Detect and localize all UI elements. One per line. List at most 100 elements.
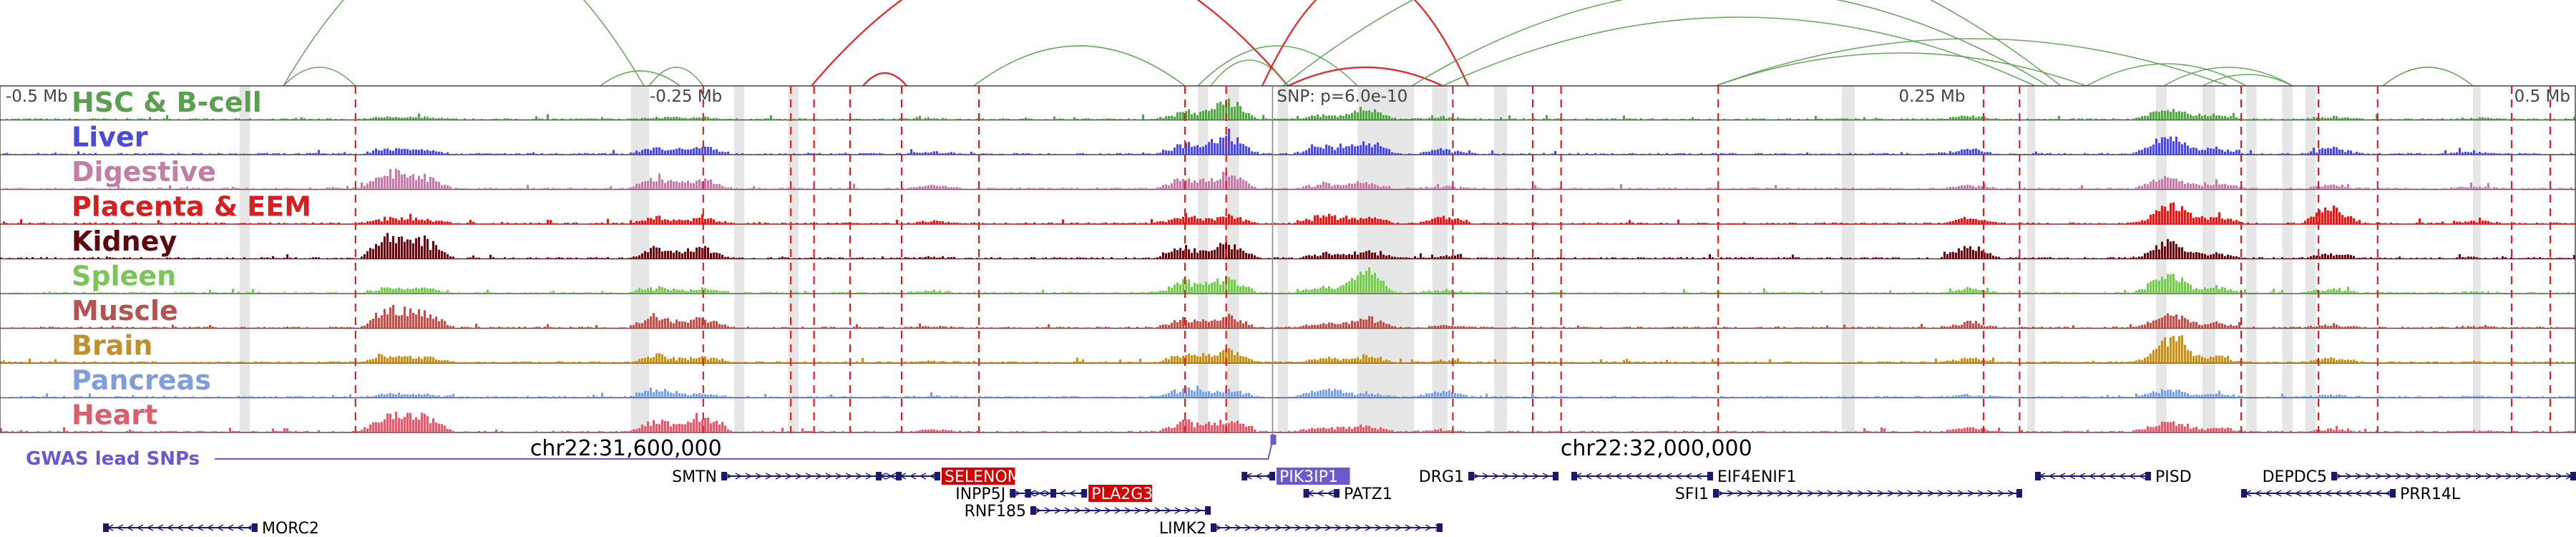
gene-strand-arrow xyxy=(2515,473,2523,480)
gene-exon xyxy=(1010,489,1016,498)
track-signal xyxy=(0,412,2576,432)
gene-exon xyxy=(1025,489,1031,498)
track-label: Liver xyxy=(72,122,148,153)
gene-strand-arrow xyxy=(2088,473,2096,480)
gene-strand-arrow xyxy=(889,473,897,480)
gene-strand-arrow xyxy=(1654,473,1662,480)
track-signal xyxy=(0,385,2576,398)
gene-strand-arrow xyxy=(1054,507,1062,514)
gene-strand-arrow xyxy=(2364,490,2372,497)
gene-exon xyxy=(1571,472,1577,480)
gene-strand-arrow xyxy=(1048,490,1056,497)
gene-strand-arrow xyxy=(1957,490,1965,497)
gene-highlight-box xyxy=(942,468,1015,485)
gene-strand-arrow xyxy=(2294,490,2302,497)
interaction-arc xyxy=(283,0,645,87)
gene-strand-arrow xyxy=(2345,473,2353,480)
gene-exon xyxy=(2390,489,2396,498)
gene-strand-arrow xyxy=(1837,490,1845,497)
gene-strand-arrow xyxy=(1624,473,1632,480)
interaction-arc xyxy=(2202,74,2293,87)
gene-exon xyxy=(252,523,258,532)
gene-strand-arrow xyxy=(1787,490,1795,497)
gene-strand-arrow xyxy=(1335,524,1342,531)
gene-strand-arrow xyxy=(1314,524,1322,531)
gwas-snp-marker xyxy=(1270,435,1277,445)
highlight-region xyxy=(788,86,799,433)
gene-strand-arrow xyxy=(725,473,733,480)
gene-exon xyxy=(1269,472,1275,480)
gene-exon xyxy=(876,472,882,480)
gene-label: INPP5J xyxy=(955,485,1005,503)
gene-strand-arrow xyxy=(1604,473,1612,480)
gene-strand-arrow xyxy=(1927,490,1935,497)
gene-strand-arrow xyxy=(1634,473,1642,480)
gene-strand-arrow xyxy=(1214,524,1222,531)
gene-strand-arrow xyxy=(1038,490,1046,497)
gene-label: PRR14L xyxy=(2400,485,2461,503)
gene-strand-arrow xyxy=(1013,490,1021,497)
gene-strand-arrow xyxy=(2384,490,2392,497)
highlight-region xyxy=(1432,86,1448,433)
gene-strand-arrow xyxy=(2334,490,2342,497)
gene-strand-arrow xyxy=(2535,473,2543,480)
gene-strand-arrow xyxy=(2445,473,2453,480)
gene-label: LIMK2 xyxy=(1159,520,1206,537)
track-label: Heart xyxy=(72,400,157,431)
gene-highlight-box xyxy=(1088,485,1153,502)
gene-strand-arrow xyxy=(825,473,833,480)
gene-strand-arrow xyxy=(1694,473,1702,480)
highlight-region xyxy=(1277,86,1288,433)
gene-strand-arrow xyxy=(1977,490,1985,497)
gene-label: SMTN xyxy=(672,468,717,486)
gene-strand-arrow xyxy=(1064,507,1072,514)
gene-strand-arrow xyxy=(2505,473,2513,480)
gene-strand-arrow xyxy=(1104,507,1112,514)
gene-exon xyxy=(1553,472,1558,480)
gene-strand-arrow xyxy=(1767,490,1775,497)
gene-label: MORC2 xyxy=(262,520,319,537)
gene-strand-arrow xyxy=(1174,507,1182,514)
gene-strand-arrow xyxy=(1044,507,1052,514)
gene-strand-arrow xyxy=(1274,524,1282,531)
gene-strand-arrow xyxy=(2355,473,2363,480)
chromosome-position-label: chr22:32,000,000 xyxy=(1561,436,1752,461)
gene-exon xyxy=(2241,489,2247,498)
gene-strand-arrow xyxy=(1114,507,1122,514)
gene-strand-arrow xyxy=(2304,490,2312,497)
gene-strand-arrow xyxy=(1897,490,1905,497)
axis-tick-label: -0.25 Mb xyxy=(650,87,722,106)
chromosome-labels: chr22:31,600,000 chr22:32,000,000 xyxy=(530,436,1752,461)
gene-label: DEPDC5 xyxy=(2263,468,2327,486)
gene-strand-arrow xyxy=(1294,524,1302,531)
gene-exon xyxy=(1081,489,1088,498)
gene-label: SFI1 xyxy=(1675,485,1709,503)
interaction-arcs xyxy=(283,0,2474,87)
gene-label: PLA2G3 xyxy=(1091,485,1153,503)
gene-strand-arrow xyxy=(1304,524,1312,531)
gene-strand-arrow xyxy=(1542,473,1550,480)
gene-strand-arrow xyxy=(1385,524,1392,531)
gene-label: PISD xyxy=(2155,468,2192,486)
gene-strand-arrow xyxy=(2324,490,2332,497)
interaction-arc xyxy=(2086,63,2247,87)
gene-strand-arrow xyxy=(1827,490,1835,497)
position-axis: -0.5 Mb -0.25 Mb 0.25 Mb 0.5 Mb SNP: p=6.0e-… xyxy=(6,87,2570,106)
highlight-region xyxy=(2306,86,2316,433)
gene-strand-arrow xyxy=(176,524,184,531)
gene-strand-arrow xyxy=(855,473,863,480)
track-label: Pancreas xyxy=(72,364,211,396)
gene-strand-arrow xyxy=(1154,507,1162,514)
gene-strand-arrow xyxy=(2274,490,2282,497)
gene-strand-arrow xyxy=(815,473,823,480)
gene-strand-arrow xyxy=(1847,490,1855,497)
gene-strand-arrow xyxy=(2098,473,2106,480)
gene-strand-arrow xyxy=(1284,524,1292,531)
dashed-markers xyxy=(354,86,2552,435)
gene-strand-arrow xyxy=(1522,473,1530,480)
gene-strand-arrow xyxy=(909,473,917,480)
gene-strand-arrow xyxy=(2108,473,2116,480)
gene-strand-arrow xyxy=(1664,473,1672,480)
gene-strand-arrow xyxy=(216,524,224,531)
